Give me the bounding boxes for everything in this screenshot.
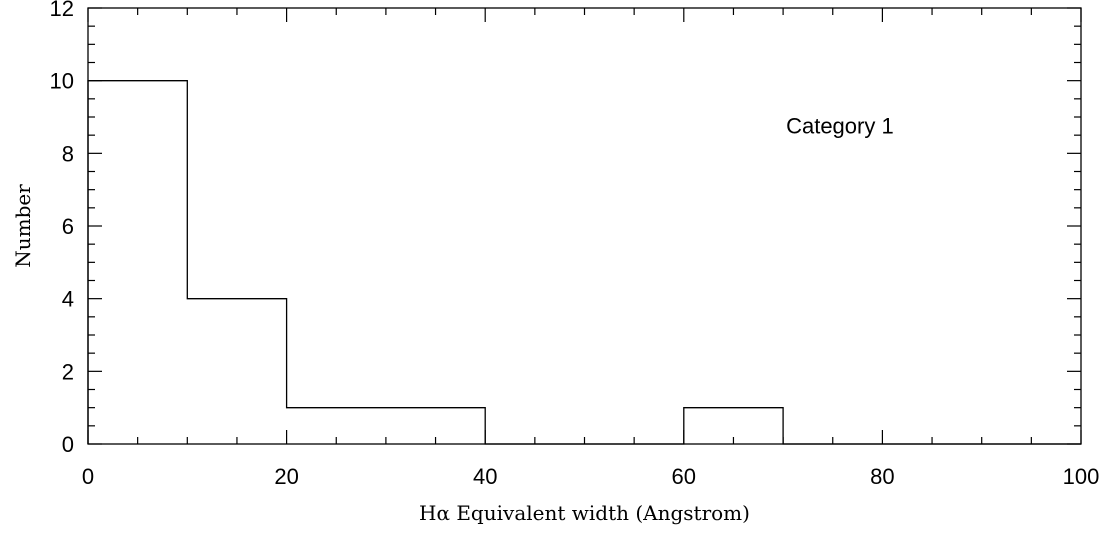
tick-labels: 0 20 40 60 80 100 0 2 4 6 8 10 12 bbox=[50, 0, 1100, 489]
histogram-bin bbox=[88, 81, 187, 444]
y-tick-label: 6 bbox=[62, 214, 74, 239]
histogram-outline bbox=[87, 80, 1081, 445]
y-tick-label: 0 bbox=[62, 432, 74, 457]
y-tick-label: 10 bbox=[50, 69, 74, 94]
x-tick-label: 0 bbox=[82, 464, 94, 489]
x-tick-label: 20 bbox=[274, 464, 298, 489]
y-tick-label: 4 bbox=[62, 287, 74, 312]
y-axis-title: Number bbox=[11, 184, 35, 268]
x-axis-title: Hα Equivalent width (Angstrom) bbox=[419, 501, 750, 525]
histogram-bin bbox=[187, 299, 286, 444]
x-tick-label: 80 bbox=[870, 464, 894, 489]
y-tick-label: 12 bbox=[50, 0, 74, 21]
histogram-bars bbox=[88, 81, 783, 444]
axis-ticks bbox=[87, 7, 1082, 445]
category-annotation: Category 1 bbox=[786, 113, 894, 138]
y-tick-label: 2 bbox=[62, 359, 74, 384]
x-tick-label: 60 bbox=[672, 464, 696, 489]
y-tick-label: 8 bbox=[62, 141, 74, 166]
x-tick-label: 100 bbox=[1063, 464, 1100, 489]
plot-frame bbox=[87, 7, 1082, 445]
x-tick-label: 40 bbox=[473, 464, 497, 489]
